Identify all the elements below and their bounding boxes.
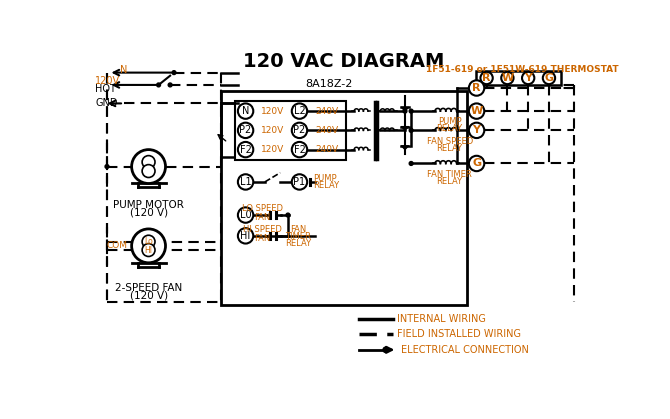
Circle shape <box>131 229 165 263</box>
Text: (120 V): (120 V) <box>129 291 168 301</box>
Circle shape <box>469 156 484 171</box>
Text: P2: P2 <box>293 125 306 135</box>
Text: HI: HI <box>145 246 153 255</box>
Circle shape <box>142 235 155 248</box>
Text: G: G <box>472 158 481 168</box>
Text: Y: Y <box>472 125 480 135</box>
Circle shape <box>172 71 176 75</box>
Bar <box>476 71 561 85</box>
Text: HI SPEED: HI SPEED <box>243 225 282 234</box>
Text: RELAY: RELAY <box>314 181 340 190</box>
Circle shape <box>142 155 155 168</box>
Circle shape <box>409 162 413 166</box>
Polygon shape <box>401 107 409 111</box>
Text: N: N <box>120 65 127 75</box>
Circle shape <box>383 347 389 352</box>
Circle shape <box>286 213 290 217</box>
Text: L2: L2 <box>293 106 306 116</box>
Circle shape <box>292 123 307 138</box>
Text: RELAY: RELAY <box>437 144 463 153</box>
Text: Y: Y <box>524 73 532 83</box>
Text: GND: GND <box>95 98 118 109</box>
Circle shape <box>469 80 484 96</box>
Text: F2: F2 <box>293 145 306 155</box>
Text: COM: COM <box>106 241 127 251</box>
Text: RELAY: RELAY <box>437 177 463 186</box>
Text: 120 VAC DIAGRAM: 120 VAC DIAGRAM <box>243 52 444 71</box>
Text: 240V: 240V <box>315 145 338 154</box>
Text: F2: F2 <box>240 145 251 155</box>
Circle shape <box>543 72 555 84</box>
Circle shape <box>168 83 172 87</box>
Text: 1F51-619 or 1F51W-619 THERMOSTAT: 1F51-619 or 1F51W-619 THERMOSTAT <box>425 65 618 74</box>
Text: W: W <box>470 106 482 116</box>
Polygon shape <box>401 146 409 150</box>
Circle shape <box>403 109 407 113</box>
Text: L1: L1 <box>240 177 251 187</box>
Text: INTERNAL WIRING: INTERNAL WIRING <box>397 314 486 324</box>
Bar <box>234 101 346 160</box>
Text: 8A18Z-2: 8A18Z-2 <box>305 79 352 89</box>
Text: PUMP: PUMP <box>314 173 337 183</box>
Circle shape <box>469 103 484 119</box>
Circle shape <box>142 243 155 256</box>
Text: R: R <box>482 73 491 83</box>
Text: P1: P1 <box>293 177 306 187</box>
Circle shape <box>292 142 307 157</box>
Text: P2: P2 <box>239 125 252 135</box>
Bar <box>221 91 468 305</box>
Text: 120V: 120V <box>261 126 284 135</box>
Text: Lo: Lo <box>144 237 153 246</box>
Circle shape <box>238 123 253 138</box>
Circle shape <box>409 129 413 132</box>
Circle shape <box>522 72 535 84</box>
Text: 240V: 240V <box>315 106 338 116</box>
Circle shape <box>238 142 253 157</box>
Text: HI: HI <box>241 231 251 241</box>
Circle shape <box>501 72 513 84</box>
Text: FAN: FAN <box>255 213 271 222</box>
Circle shape <box>292 174 307 190</box>
Circle shape <box>238 207 253 223</box>
Text: PUMP: PUMP <box>438 117 462 127</box>
Text: N: N <box>242 106 249 116</box>
Text: HOT: HOT <box>95 84 117 94</box>
Text: W: W <box>501 73 513 83</box>
Text: FAN: FAN <box>255 234 271 243</box>
Text: L0: L0 <box>240 210 251 220</box>
Circle shape <box>238 228 253 243</box>
Text: RELAY: RELAY <box>437 124 463 133</box>
Circle shape <box>480 72 492 84</box>
Circle shape <box>469 123 484 138</box>
Polygon shape <box>401 127 409 130</box>
Circle shape <box>142 165 155 178</box>
Text: FIELD INSTALLED WIRING: FIELD INSTALLED WIRING <box>397 329 521 339</box>
Circle shape <box>131 150 165 184</box>
Circle shape <box>105 165 109 168</box>
Circle shape <box>409 109 413 113</box>
Text: 120V: 120V <box>95 76 121 86</box>
Text: ELECTRICAL CONNECTION: ELECTRICAL CONNECTION <box>401 345 529 355</box>
Text: G: G <box>545 73 553 83</box>
Circle shape <box>238 103 253 119</box>
Text: (120 V): (120 V) <box>129 208 168 218</box>
Text: 240V: 240V <box>315 126 338 135</box>
Text: FAN: FAN <box>290 225 306 234</box>
Text: 120V: 120V <box>261 106 284 116</box>
Text: 2-SPEED FAN: 2-SPEED FAN <box>115 283 182 293</box>
Circle shape <box>157 83 161 87</box>
Text: LO SPEED: LO SPEED <box>242 204 283 213</box>
Text: FAN TIMER: FAN TIMER <box>427 170 472 179</box>
Circle shape <box>292 103 307 119</box>
Text: TIMER: TIMER <box>285 232 311 241</box>
Text: RELAY: RELAY <box>285 239 311 248</box>
Text: FAN SPEED: FAN SPEED <box>427 137 473 146</box>
Text: R: R <box>472 83 481 93</box>
Text: 120V: 120V <box>261 145 284 154</box>
Text: PUMP MOTOR: PUMP MOTOR <box>113 200 184 210</box>
Circle shape <box>238 174 253 190</box>
